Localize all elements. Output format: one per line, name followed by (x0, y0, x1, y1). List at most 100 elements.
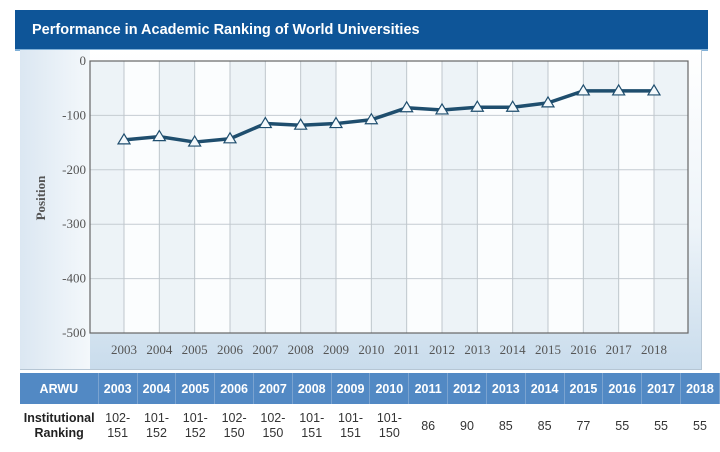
ranking-value: 86 (421, 418, 436, 433)
ranking-value-line2: 151 (340, 426, 361, 440)
chart-title: Performance in Academic Ranking of World… (32, 22, 420, 38)
ranking-value-line2: 150 (262, 426, 284, 440)
data-point-marker (576, 83, 591, 96)
x-tick-label: 2018 (641, 342, 667, 357)
x-tick-label: 2005 (182, 342, 208, 357)
plot-band (654, 61, 688, 333)
x-tick-label: 2013 (464, 342, 490, 357)
ranking-cell: 85 (486, 404, 525, 448)
data-point-marker (258, 116, 273, 129)
ranking-cell: 86 (409, 404, 448, 448)
chart-panel-axis-area (20, 50, 90, 369)
ranking-value: 85 (498, 418, 513, 433)
row-label-line2: Ranking (34, 426, 84, 440)
table-header-row: ARWU 2003 2004 2005 2006 2007 2008 2009 2010 201… (20, 373, 720, 404)
ranking-cell: 102- 150 (254, 404, 293, 448)
table-header-year: 2005 (175, 373, 216, 404)
ranking-value: 90 (460, 418, 474, 433)
table-header-year: 2012 (447, 373, 487, 404)
x-tick-label: 2007 (252, 342, 279, 357)
ranking-value-line2: 151 (301, 426, 323, 440)
y-tick-label: -400 (62, 271, 86, 286)
ranking-value: 101- (338, 411, 364, 425)
row-label: Institutional Ranking (20, 404, 98, 448)
ranking-table: ARWU 2003 2004 2005 2006 2007 2008 2009 2010 201… (20, 373, 720, 448)
x-tick-label: 2011 (394, 342, 420, 357)
data-point-marker (646, 83, 662, 96)
ranking-value: 102- (105, 411, 131, 425)
table-header-year: 2010 (369, 373, 410, 404)
ranking-value: 101- (143, 411, 169, 425)
ranking-value: 77 (576, 418, 591, 433)
table-header-year: 2017 (641, 373, 681, 404)
ranking-cell: 101- 151 (331, 404, 370, 448)
table-header-year: 2009 (331, 373, 371, 404)
data-point-marker (470, 100, 485, 112)
ranking-value-line2: 152 (184, 426, 206, 440)
y-tick-label: 0 (80, 53, 87, 68)
y-tick-label: -200 (62, 162, 86, 177)
data-point-marker (328, 116, 344, 129)
table-header-year: 2015 (564, 373, 604, 404)
table-header-year: 2014 (525, 373, 565, 404)
ranking-cell: 101- 151 (292, 404, 331, 448)
table-header-arwu: ARWU (20, 373, 99, 404)
ranking-cell: 85 (525, 404, 564, 448)
ranking-value-line2: 152 (146, 426, 167, 440)
y-tick-label: -300 (62, 216, 86, 231)
x-tick-label: 2010 (358, 342, 384, 357)
ranking-value: 55 (654, 418, 668, 433)
ranking-value-line2: 150 (378, 426, 400, 440)
table-header-year: 2016 (602, 373, 643, 404)
x-tick-label: 2004 (146, 342, 173, 357)
ranking-cell: 55 (603, 404, 642, 448)
ranking-value: 101- (182, 411, 208, 425)
table-header-year: 2006 (214, 373, 255, 404)
plot-band (442, 61, 478, 333)
ranking-value: 102- (260, 411, 286, 425)
ranking-value-line2: 151 (107, 426, 129, 440)
table-row: Institutional Ranking 102- 151 101- 152 101-… (20, 404, 720, 448)
table-header-year: 2018 (680, 373, 720, 404)
ranking-cell: 55 (642, 404, 681, 448)
ranking-cell: 90 (448, 404, 487, 448)
data-point-marker (399, 100, 414, 113)
y-tick-label: -500 (62, 325, 86, 340)
data-point-marker (540, 95, 556, 108)
x-tick-label: 2017 (606, 342, 633, 357)
plot-band (300, 61, 336, 333)
plot-band (90, 61, 124, 333)
data-point-marker (505, 100, 520, 112)
row-label-line1: Institutional (23, 411, 95, 425)
x-tick-label: 2006 (217, 342, 244, 357)
x-tick-label: 2014 (500, 342, 527, 357)
x-tick-label: 2012 (429, 342, 455, 357)
table-header-year: 2011 (408, 373, 449, 404)
table-header-year: 2007 (253, 373, 293, 404)
x-tick-label: 2015 (535, 342, 561, 357)
ranking-value: 101- (299, 411, 325, 425)
data-point-marker (187, 134, 202, 147)
x-tick-label: 2008 (288, 342, 314, 357)
ranking-cell: 101- 152 (176, 404, 215, 448)
ranking-cell: 102- 150 (215, 404, 254, 448)
plot-band (159, 61, 195, 333)
data-point-marker (152, 129, 167, 142)
plot-border (89, 60, 689, 334)
data-point-marker (611, 83, 626, 96)
table-header-year: 2003 (98, 373, 138, 404)
ranking-cell: 55 (680, 404, 719, 448)
ranking-cell: 102- 151 (98, 404, 137, 448)
ranking-cell: 101- 150 (370, 404, 409, 448)
ranking-value: 55 (615, 418, 630, 433)
ranking-cell: 101- 152 (137, 404, 176, 448)
ranking-cell: 77 (564, 404, 603, 448)
y-axis-label: Position (33, 175, 48, 221)
ranking-value: 85 (537, 418, 552, 433)
y-tick-label: -100 (62, 107, 86, 122)
ranking-value: 101- (376, 411, 402, 425)
data-point-marker (116, 132, 132, 145)
plot-band (230, 61, 266, 333)
ranking-value: 55 (693, 418, 707, 433)
